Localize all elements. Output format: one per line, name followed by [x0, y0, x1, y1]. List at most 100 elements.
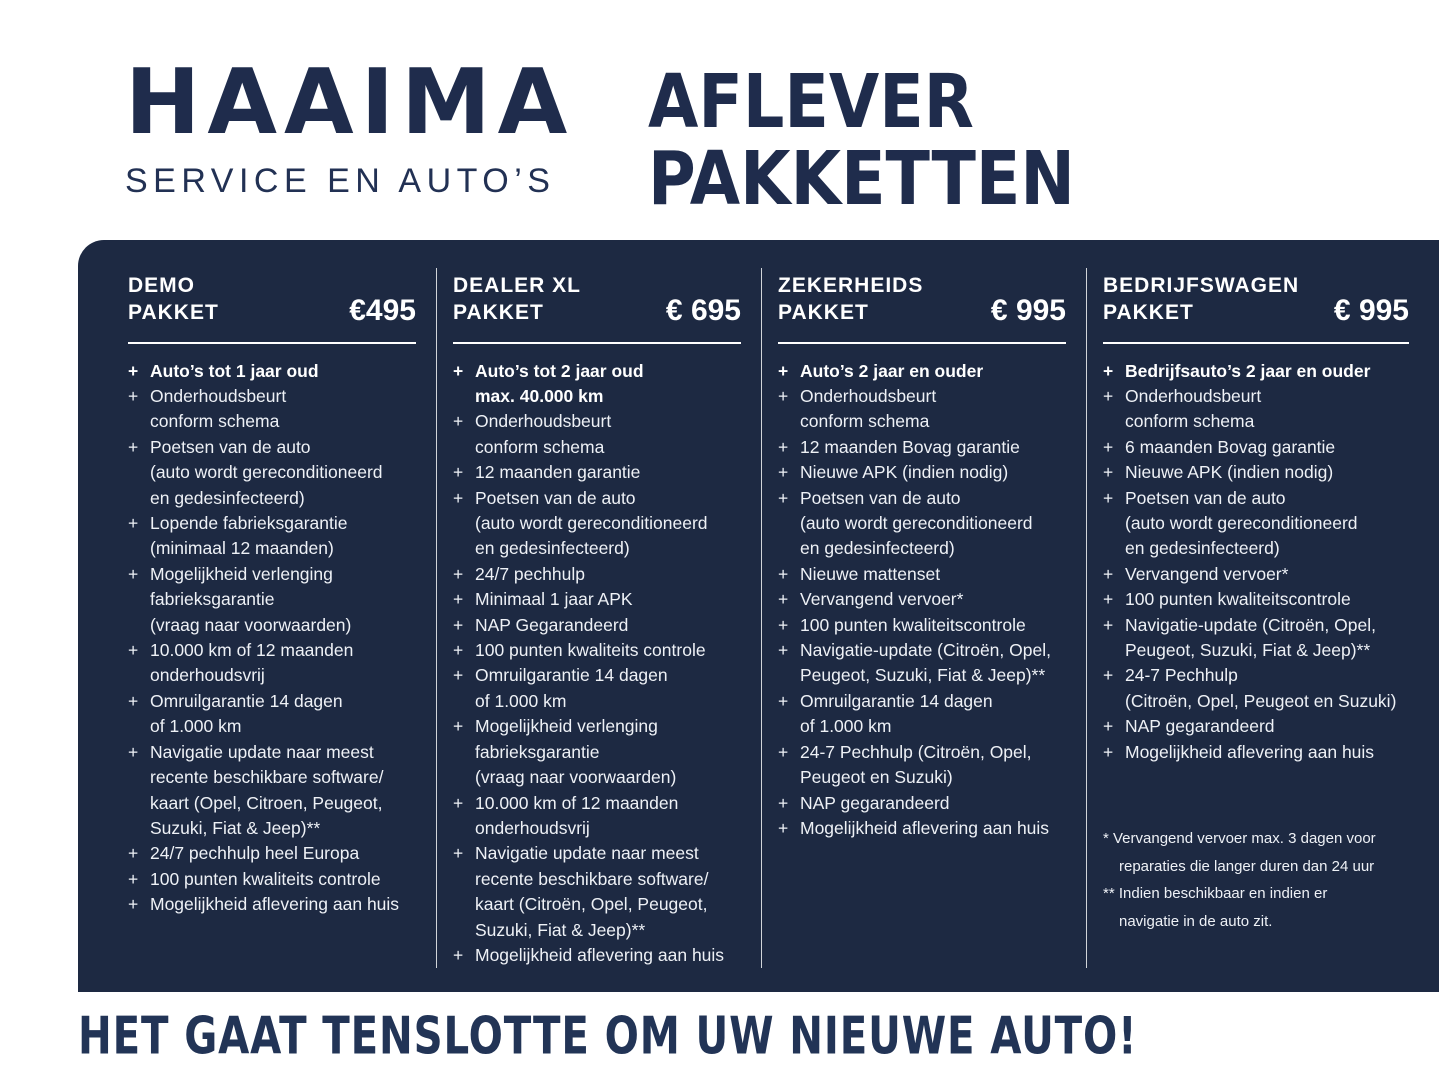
plus-bullet-icon: +	[1103, 487, 1114, 508]
footnote: ** Indien beschikbaar en indien er navig…	[1103, 885, 1328, 930]
plus-bullet-icon: +	[1103, 665, 1114, 686]
package-name: DEMO PAKKET	[128, 274, 219, 325]
feature-text: Omruilgarantie 14 dagen of 1.000 km	[475, 665, 668, 711]
feature-list: + Bedrijfsauto’s 2 jaar en ouder + Onderhou…	[1103, 359, 1409, 766]
plus-bullet-icon: +	[128, 894, 139, 915]
packages-panel: DEMO PAKKET €495 + Auto’s tot 1 jaar oud +…	[78, 240, 1439, 992]
plus-bullet-icon: +	[453, 360, 464, 381]
plus-bullet-icon: +	[128, 741, 139, 762]
plus-bullet-icon: +	[1103, 563, 1114, 584]
plus-bullet-icon: +	[778, 792, 789, 813]
plus-bullet-icon: +	[1103, 462, 1114, 483]
feature-text: Onderhoudsbeurt conform schema	[800, 386, 937, 432]
plus-bullet-icon: +	[778, 462, 789, 483]
brand-tagline: SERVICE EN AUTO’S	[125, 162, 556, 200]
header-underline	[1103, 341, 1409, 344]
feature-item: +12 maanden Bovag garantie	[778, 435, 1066, 460]
package-price: €495	[349, 293, 416, 327]
plus-bullet-icon: +	[453, 462, 464, 483]
header-underline	[453, 341, 741, 344]
feature-text: 100 punten kwaliteitscontrole	[1125, 589, 1351, 610]
feature-text: Poetsen van de auto (auto wordt gerecond…	[1125, 487, 1358, 559]
plus-bullet-icon: +	[453, 843, 464, 864]
package-name: BEDRIJFSWAGEN PAKKET	[1103, 274, 1300, 325]
feature-text: Nieuwe APK (indien nodig)	[800, 462, 1009, 483]
plus-bullet-icon: +	[1103, 614, 1114, 635]
feature-item: + Bedrijfsauto’s 2 jaar en ouder	[1103, 359, 1409, 384]
plus-bullet-icon: +	[128, 360, 139, 381]
plus-bullet-icon: +	[778, 563, 789, 584]
feature-item: + Omruilgarantie 14 dagen of 1.000 km	[778, 689, 1066, 740]
plus-bullet-icon: +	[778, 640, 789, 661]
feature-item: + NAP Gegarandeerd	[453, 613, 741, 638]
package-price: € 695	[665, 293, 741, 327]
plus-bullet-icon: +	[778, 614, 789, 635]
feature-text: Mogelijkheid verlenging fabrieksgarantie…	[475, 716, 677, 788]
plus-bullet-icon: +	[453, 665, 464, 686]
footnotes: * Vervangend vervoer max. 3 dagen voor r…	[1103, 825, 1409, 935]
feature-item: + Nieuwe APK (indien nodig)	[1103, 460, 1409, 485]
feature-text: 24/7 pechhulp	[475, 563, 585, 584]
feature-item: + Auto’s tot 2 jaar oud max. 40.000 km	[453, 359, 741, 410]
feature-item: + Mogelijkheid aflevering aan huis	[128, 892, 416, 917]
plus-bullet-icon: +	[778, 436, 789, 457]
feature-text: 12 maanden Bovag garantie	[800, 436, 1020, 457]
feature-item: + Navigatie-update (Citroën, Opel, Peugeo…	[1103, 613, 1409, 664]
package-price: € 995	[990, 293, 1066, 327]
footnote: * Vervangend vervoer max. 3 dagen voor r…	[1103, 830, 1376, 875]
plus-bullet-icon: +	[128, 436, 139, 457]
feature-item: +100 punten kwaliteits controle	[128, 867, 416, 892]
feature-item: + Mogelijkheid aflevering aan huis	[778, 816, 1066, 841]
feature-item: + Poetsen van de auto (auto wordt gerecon…	[453, 486, 741, 562]
feature-text: Navigatie update naar meest recente besc…	[150, 741, 384, 838]
feature-item: +24-7 Pechhulp (Citroën, Opel, Peugeot e…	[1103, 663, 1409, 714]
plus-bullet-icon: +	[128, 868, 139, 889]
plus-bullet-icon: +	[128, 843, 139, 864]
feature-item: + NAP gegarandeerd	[778, 791, 1066, 816]
feature-item: + Omruilgarantie 14 dagen of 1.000 km	[453, 663, 741, 714]
feature-item: + Nieuwe mattenset	[778, 562, 1066, 587]
header-underline	[778, 341, 1066, 344]
feature-text: Omruilgarantie 14 dagen of 1.000 km	[150, 690, 343, 737]
feature-text: Omruilgarantie 14 dagen of 1.000 km	[800, 690, 993, 737]
feature-text: Mogelijkheid aflevering aan huis	[150, 894, 400, 915]
feature-item: + Mogelijkheid verlenging fabrieksgaranti…	[453, 714, 741, 790]
feature-item: + Mogelijkheid verlenging fabrieksgaranti…	[128, 562, 416, 638]
plus-bullet-icon: +	[453, 944, 464, 965]
plus-bullet-icon: +	[1103, 360, 1114, 381]
package-column: DEALER XL PAKKET € 695 + Auto’s tot 2 jaa…	[437, 268, 762, 969]
plus-bullet-icon: +	[453, 487, 464, 508]
plus-bullet-icon: +	[453, 716, 464, 737]
feature-item: + NAP gegarandeerd	[1103, 714, 1409, 739]
plus-bullet-icon: +	[778, 589, 789, 610]
feature-item: +100 punten kwaliteitscontrole	[778, 613, 1066, 638]
feature-item: + Auto’s tot 1 jaar oud	[128, 359, 416, 384]
package-header: DEALER XL PAKKET € 695	[453, 272, 741, 327]
feature-item: + Nieuwe APK (indien nodig)	[778, 460, 1066, 485]
feature-item: + Onderhoudsbeurt conform schema	[1103, 384, 1409, 435]
feature-item: +24/7 pechhulp heel Europa	[128, 841, 416, 866]
plus-bullet-icon: +	[778, 690, 789, 711]
feature-text: NAP Gegarandeerd	[475, 614, 629, 635]
feature-item: + Onderhoudsbeurt conform schema	[128, 384, 416, 435]
page-title: AFLEVER PAKKETTEN	[648, 59, 1075, 222]
feature-text: Lopende fabrieksgarantie (minimaal 12 ma…	[150, 513, 348, 559]
feature-item: + Omruilgarantie 14 dagen of 1.000 km	[128, 689, 416, 740]
package-header: DEMO PAKKET €495	[128, 272, 416, 327]
feature-text: Minimaal 1 jaar APK	[475, 589, 633, 610]
feature-text: NAP gegarandeerd	[800, 792, 950, 813]
feature-text: Onderhoudsbeurt conform schema	[475, 411, 612, 457]
feature-item: +6 maanden Bovag garantie	[1103, 435, 1409, 460]
package-column: ZEKERHEIDS PAKKET € 995 + Auto’s 2 jaar e…	[762, 268, 1087, 969]
feature-text: Navigatie-update (Citroën, Opel, Peugeot…	[800, 640, 1051, 686]
feature-text: Auto’s tot 2 jaar oud max. 40.000 km	[475, 360, 644, 406]
feature-list: + Auto’s tot 1 jaar oud + Onderhoudsbeurt c…	[128, 359, 416, 918]
plus-bullet-icon: +	[778, 487, 789, 508]
plus-bullet-icon: +	[1103, 716, 1114, 737]
feature-item: + Auto’s 2 jaar en ouder	[778, 359, 1066, 384]
feature-item: + Lopende fabrieksgarantie (minimaal 12 m…	[128, 511, 416, 562]
feature-text: Poetsen van de auto (auto wordt gerecond…	[150, 436, 383, 508]
plus-bullet-icon: +	[1103, 589, 1114, 610]
feature-item: + Vervangend vervoer*	[1103, 562, 1409, 587]
